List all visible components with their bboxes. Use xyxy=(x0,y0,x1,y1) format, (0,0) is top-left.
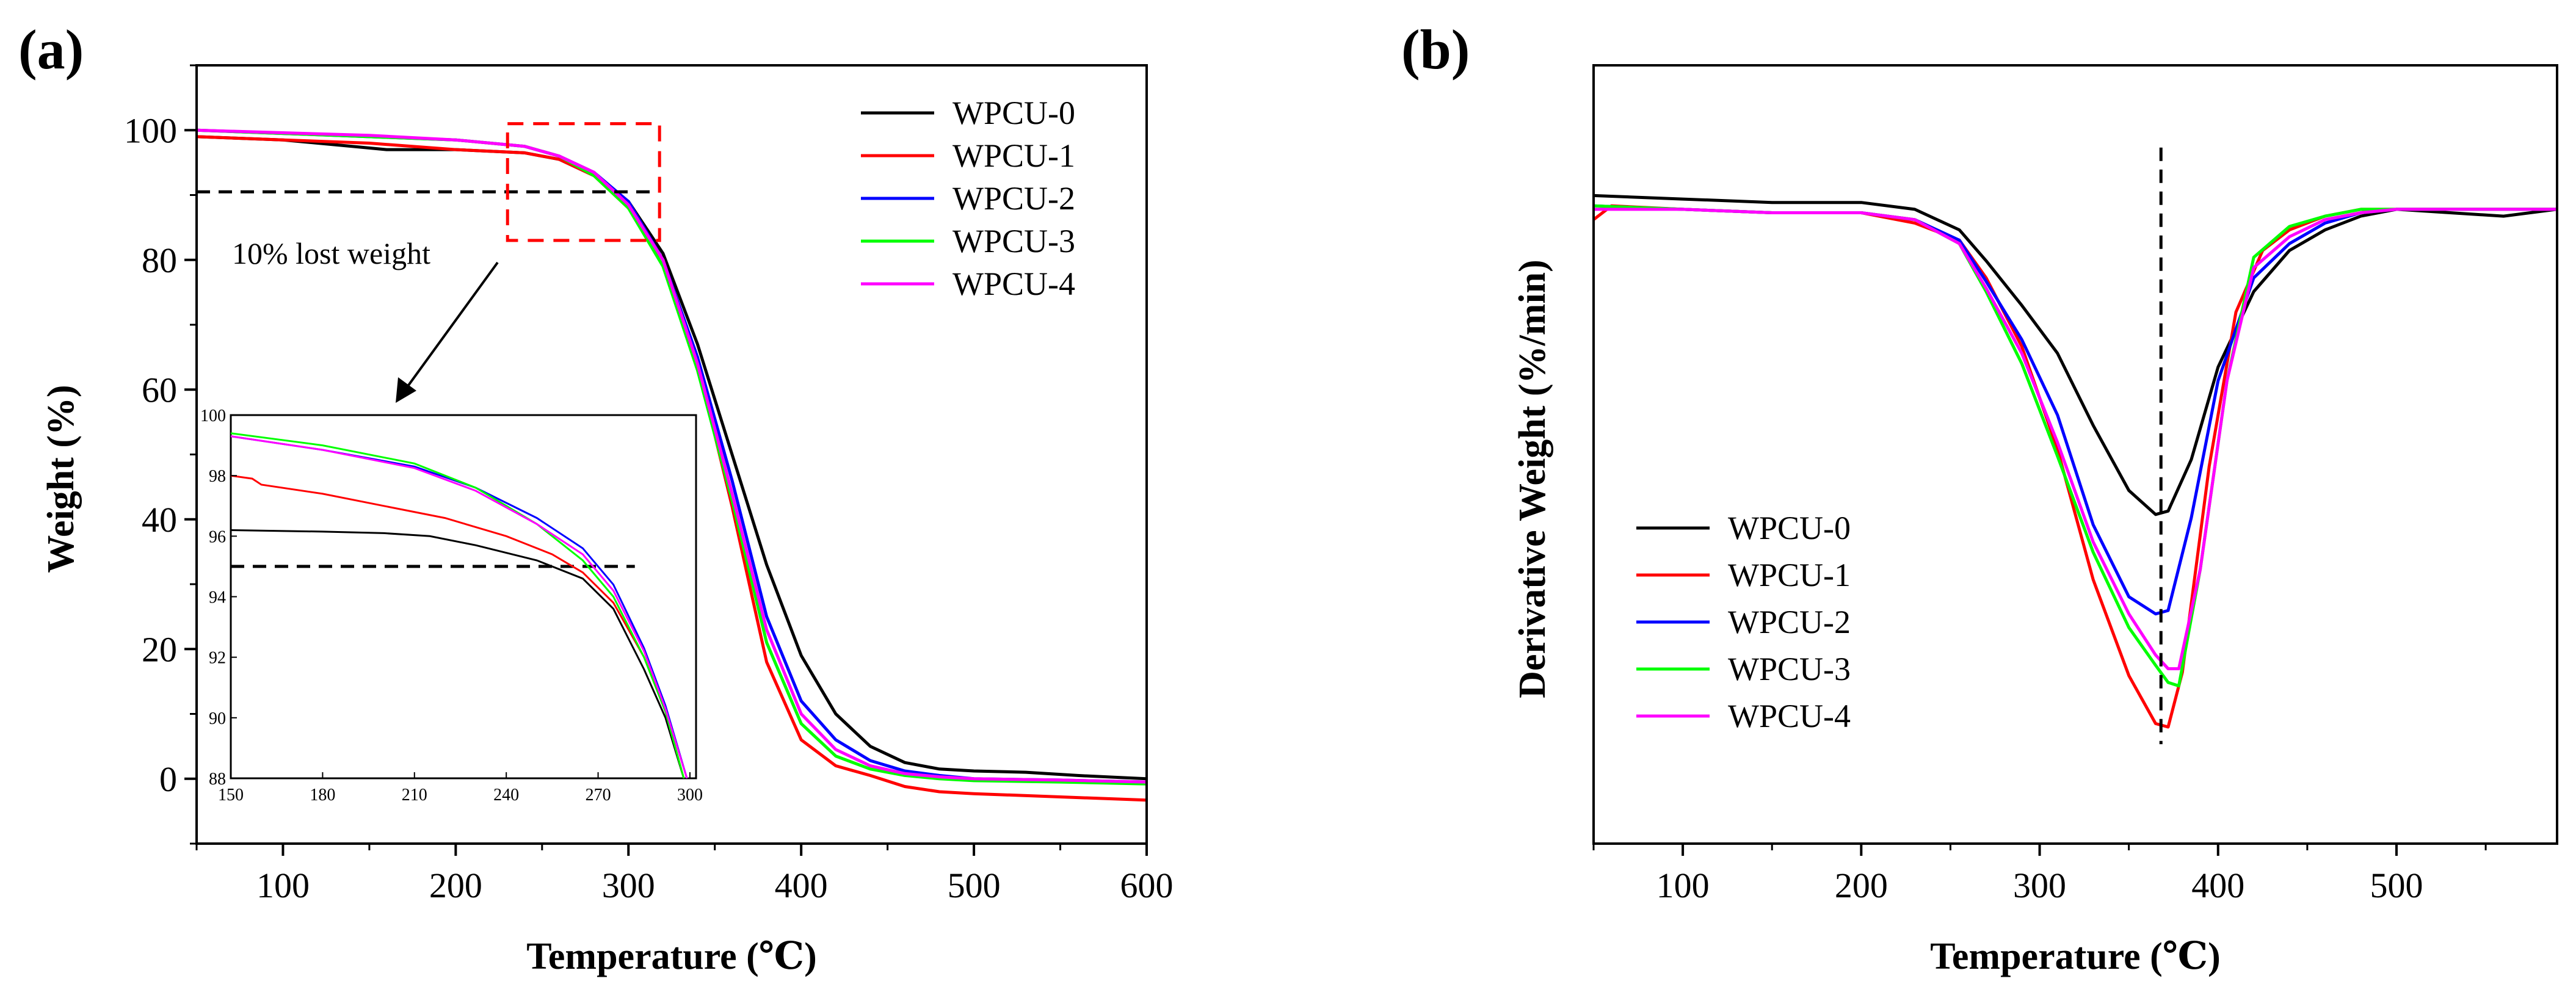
a-y-tick-label-60: 60 xyxy=(142,370,177,410)
panel-b: (b) 100 200 300 400 500 Temperature (℃) Deri… xyxy=(1401,18,2558,977)
a-inset-x-tick-label-180: 180 xyxy=(310,786,335,805)
panel-a-x-axis-title: Temperature (℃) xyxy=(526,936,816,977)
a-inset-x-tick-label-150: 150 xyxy=(218,786,244,805)
a-inset-y-tick-label-98: 98 xyxy=(209,467,226,486)
a-legend-label-wpcu-0: WPCU-0 xyxy=(952,95,1075,131)
a-inset-y-tick-label-96: 96 xyxy=(209,527,226,546)
b-legend-label-wpcu-4: WPCU-4 xyxy=(1728,698,1851,734)
a-y-tick-label-100: 100 xyxy=(124,110,177,150)
a-inset-x-tick-label-270: 270 xyxy=(586,786,611,805)
a-y-tick-label-0: 0 xyxy=(159,759,177,799)
b-x-tick-label-300: 300 xyxy=(2013,866,2066,905)
a-legend-label-wpcu-1: WPCU-1 xyxy=(952,137,1075,174)
panel-b-plot-frame xyxy=(1592,64,2558,845)
a-y-tick-label-20: 20 xyxy=(142,629,177,669)
a-inset-y-tick-label-92: 92 xyxy=(209,649,226,668)
panel-a: (a) 10% lost weight 100 200 300 400 500 600 0 2… xyxy=(18,18,1174,977)
b-x-tick-label-200: 200 xyxy=(1835,866,1888,905)
b-legend-label-wpcu-3: WPCU-3 xyxy=(1728,651,1851,687)
panel-b-legend: WPCU-0 WPCU-1 WPCU-2 WPCU-3 WPCU-4 xyxy=(1636,510,1851,734)
b-legend-label-wpcu-1: WPCU-1 xyxy=(1728,557,1851,593)
b-series-wpcu-4 xyxy=(1594,208,2557,670)
panel-b-series xyxy=(1594,194,2557,729)
b-x-tick-label-500: 500 xyxy=(2370,866,2423,905)
a-zoom-arrow-head xyxy=(396,377,416,403)
a-inset-x-tick-label-210: 210 xyxy=(402,786,427,805)
a-inset-x-tick-label-300: 300 xyxy=(677,786,703,805)
a-series-wpcu-0 xyxy=(197,135,1147,781)
panel-b-y-axis-title: Derivative Weight (%/min) xyxy=(1512,259,1553,698)
a-x-tick-label-100: 100 xyxy=(256,866,310,905)
panel-a-annotations: 10% lost weight xyxy=(197,122,661,403)
a-x-tick-label-600: 600 xyxy=(1120,866,1174,905)
a-inset-series-wpcu-4 xyxy=(231,435,688,778)
panel-b-x-axis-title: Temperature (℃) xyxy=(1930,936,2220,977)
a-zoom-box xyxy=(506,122,661,242)
a-inset-series-wpcu-0 xyxy=(231,529,685,778)
panel-a-ticks: 100 200 300 400 500 600 0 20 40 60 80 100 xyxy=(124,64,1174,905)
a-lost-weight-annotation: 10% lost weight xyxy=(232,236,430,270)
a-x-tick-label-300: 300 xyxy=(602,866,655,905)
a-inset-y-tick-label-88: 88 xyxy=(209,770,226,789)
b-series-wpcu-2 xyxy=(1594,204,2557,616)
a-x-tick-label-400: 400 xyxy=(775,866,828,905)
b-x-tick-label-400: 400 xyxy=(2191,866,2244,905)
b-series-wpcu-0 xyxy=(1594,194,2557,516)
panel-a-series xyxy=(197,128,1147,802)
a-y-tick-label-80: 80 xyxy=(142,241,177,280)
a-inset-y-tick-label-100: 100 xyxy=(200,407,226,425)
a-legend-label-wpcu-2: WPCU-2 xyxy=(952,180,1075,217)
a-inset-y-tick-label-90: 90 xyxy=(209,709,226,728)
a-inset-series-wpcu-3 xyxy=(231,432,685,778)
panel-a-legend: WPCU-0 WPCU-1 WPCU-2 WPCU-3 WPCU-4 xyxy=(861,95,1075,302)
a-x-tick-label-500: 500 xyxy=(948,866,1001,905)
b-legend-label-wpcu-0: WPCU-0 xyxy=(1728,510,1851,546)
a-zoom-arrow xyxy=(404,261,499,391)
panel-label-a: (a) xyxy=(18,18,84,81)
a-legend-label-wpcu-4: WPCU-4 xyxy=(952,266,1075,302)
a-legend-label-wpcu-3: WPCU-3 xyxy=(952,223,1075,259)
panel-a-inset: 150 180 210 240 270 300 88 90 92 94 96 98 100 xyxy=(200,407,703,805)
panel-label-b: (b) xyxy=(1401,18,1470,81)
b-legend-label-wpcu-2: WPCU-2 xyxy=(1728,604,1851,640)
a-series-wpcu-4 xyxy=(197,128,1147,784)
a-inset-y-tick-label-94: 94 xyxy=(209,588,226,607)
panel-b-ticks: 100 200 300 400 500 xyxy=(1592,844,2487,905)
a-inset-frame xyxy=(230,414,697,780)
b-x-tick-label-100: 100 xyxy=(1656,866,1710,905)
a-x-tick-label-200: 200 xyxy=(429,866,482,905)
panel-a-y-axis-title: Weight (%) xyxy=(40,385,82,573)
a-y-tick-label-40: 40 xyxy=(142,500,177,540)
a-inset-x-tick-label-240: 240 xyxy=(493,786,519,805)
